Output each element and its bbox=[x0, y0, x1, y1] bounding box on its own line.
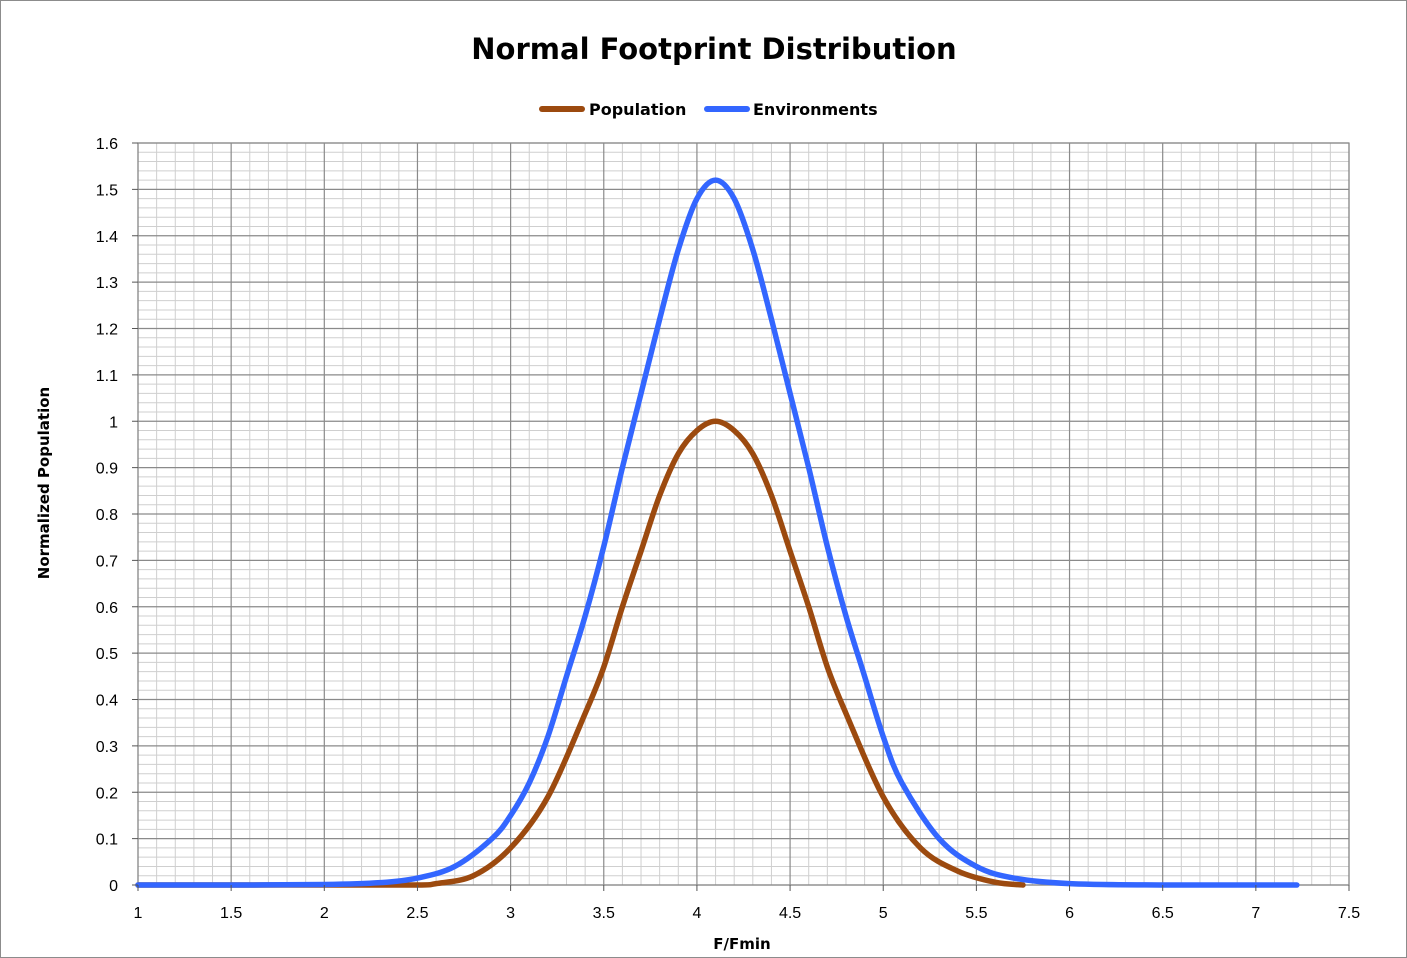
y-tick-label: 0.3 bbox=[96, 739, 118, 756]
y-tick-label: 0.8 bbox=[96, 507, 118, 524]
x-tick-label: 2 bbox=[320, 905, 329, 922]
legend-label-population: Population bbox=[589, 100, 686, 119]
y-tick-label: 1.6 bbox=[96, 136, 118, 153]
y-tick-label: 1.3 bbox=[96, 275, 118, 292]
legend: Population Environments bbox=[539, 100, 878, 119]
chart-title: Normal Footprint Distribution bbox=[471, 32, 956, 66]
x-tick-label: 3 bbox=[506, 905, 515, 922]
x-tick-label: 6.5 bbox=[1152, 905, 1174, 922]
y-tick-label: 0.2 bbox=[96, 785, 118, 802]
series-line-population bbox=[135, 418, 1026, 888]
y-tick-label: 0.5 bbox=[96, 646, 118, 663]
y-tick-label: 0.1 bbox=[96, 832, 118, 849]
y-axis-ticks: 0 0.1 0.2 0.3 0.4 0.5 0.6 0.7 0.8 0.9 1 1.1 1.2 1.3 1.… bbox=[96, 136, 138, 895]
x-tick-label: 3.5 bbox=[593, 905, 615, 922]
y-tick-label: 0.6 bbox=[96, 600, 118, 617]
y-tick-label: 1 bbox=[109, 414, 118, 431]
y-tick-label: 1.2 bbox=[96, 322, 118, 339]
series-line-environments bbox=[135, 177, 1300, 888]
x-tick-label: 5 bbox=[879, 905, 888, 922]
legend-label-environments: Environments bbox=[753, 100, 878, 119]
x-tick-label: 7 bbox=[1251, 905, 1260, 922]
x-tick-label: 4.5 bbox=[779, 905, 801, 922]
y-axis-title: Normalized Population bbox=[35, 387, 53, 579]
x-tick-label: 6 bbox=[1065, 905, 1074, 922]
series-layer bbox=[135, 177, 1300, 888]
x-tick-label: 5.5 bbox=[965, 905, 987, 922]
x-tick-label: 1 bbox=[134, 905, 143, 922]
y-tick-label: 0 bbox=[109, 878, 118, 895]
x-tick-label: 7.5 bbox=[1338, 905, 1360, 922]
y-tick-label: 0.9 bbox=[96, 461, 118, 478]
x-axis-ticks: 1 1.5 2 2.5 3 3.5 4 4.5 5 5.5 6 6.5 7 7.5 bbox=[134, 885, 1360, 922]
x-tick-label: 2.5 bbox=[406, 905, 428, 922]
x-tick-label: 1.5 bbox=[220, 905, 242, 922]
y-tick-label: 0.7 bbox=[96, 553, 118, 570]
y-tick-label: 0.4 bbox=[96, 693, 118, 710]
x-axis-title: F/Fmin bbox=[713, 935, 770, 953]
major-gridlines bbox=[137, 142, 1350, 886]
x-tick-label: 4 bbox=[692, 905, 701, 922]
y-tick-label: 1.4 bbox=[96, 229, 118, 246]
y-tick-label: 1.5 bbox=[96, 182, 118, 199]
y-tick-label: 1.1 bbox=[96, 368, 118, 385]
